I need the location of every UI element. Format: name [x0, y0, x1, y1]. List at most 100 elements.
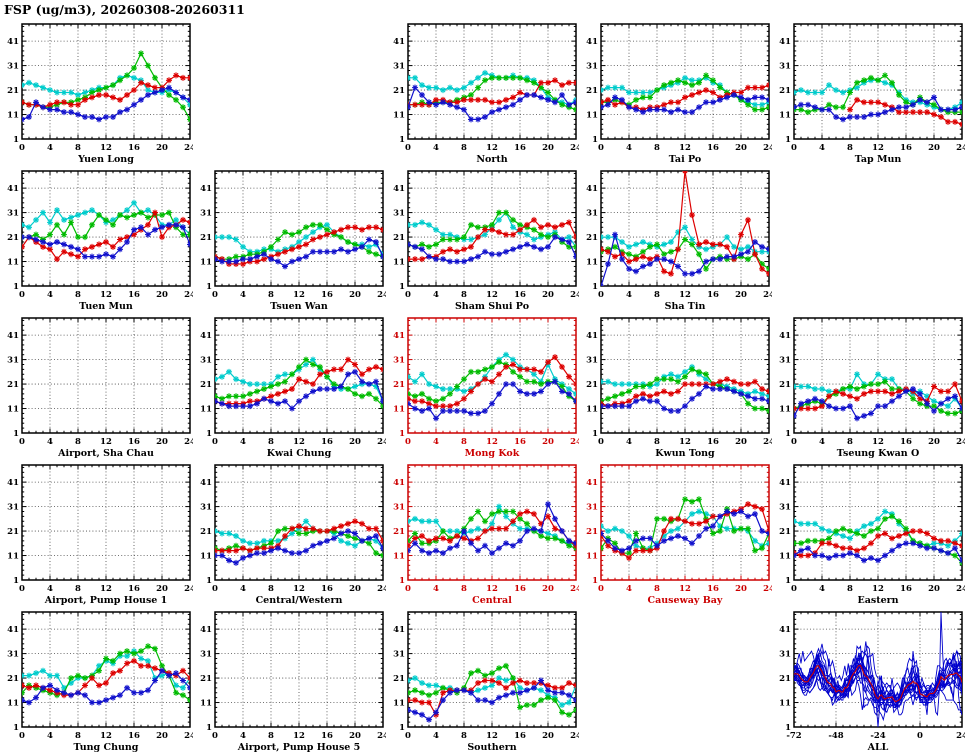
- svg-text:0: 0: [19, 584, 25, 594]
- svg-text:1: 1: [13, 576, 19, 586]
- svg-text:16: 16: [900, 143, 912, 153]
- axis-ticks: [600, 24, 770, 140]
- svg-text:0: 0: [212, 437, 218, 447]
- cell-mong-kok: 0 4 8 12 16 20 24 1 11 21 31 41 Mong Kok: [386, 311, 582, 459]
- svg-text:1: 1: [206, 429, 212, 439]
- cell-all: -72 -48 -24 0 24 1 11 21 31 41 ALL: [772, 605, 965, 753]
- svg-text:8: 8: [461, 290, 467, 300]
- x-axis-labels: 0 4 8 12 16 20 24: [598, 584, 775, 594]
- svg-text:21: 21: [586, 86, 598, 96]
- svg-text:11: 11: [779, 405, 791, 415]
- svg-text:24: 24: [763, 290, 772, 300]
- svg-text:4: 4: [626, 143, 632, 153]
- plot-area: [22, 642, 190, 707]
- axis-ticks: [407, 612, 577, 728]
- svg-text:31: 31: [7, 356, 19, 366]
- svg-text:11: 11: [586, 405, 598, 415]
- svg-text:41: 41: [779, 478, 791, 488]
- svg-text:1: 1: [13, 135, 19, 145]
- svg-text:1: 1: [785, 429, 791, 439]
- chart-label: Southern: [467, 742, 516, 752]
- svg-text:21: 21: [779, 380, 791, 390]
- svg-text:1: 1: [13, 429, 19, 439]
- svg-text:0: 0: [598, 584, 604, 594]
- svg-text:16: 16: [900, 584, 912, 594]
- svg-text:31: 31: [779, 62, 791, 72]
- axis-ticks: [407, 24, 577, 140]
- cell-southern: 0 4 8 12 16 20 24 1 11 21 31 41 Southern: [386, 605, 582, 753]
- svg-text:11: 11: [393, 699, 405, 709]
- svg-text:11: 11: [393, 552, 405, 562]
- cell-tung-chung: 0 4 8 12 16 20 24 1 11 21 31 41 Tung Chung: [0, 605, 196, 753]
- svg-text:4: 4: [240, 437, 246, 447]
- plot-area: [408, 662, 576, 724]
- svg-text:8: 8: [847, 437, 853, 447]
- svg-text:12: 12: [679, 143, 691, 153]
- axis-ticks: [21, 171, 191, 287]
- svg-text:24: 24: [570, 290, 579, 300]
- svg-text:12: 12: [293, 584, 305, 594]
- axis-ticks: [21, 318, 191, 434]
- svg-text:31: 31: [200, 503, 212, 513]
- svg-text:41: 41: [7, 37, 19, 47]
- svg-text:4: 4: [433, 290, 439, 300]
- plot-area: [408, 351, 576, 422]
- svg-text:20: 20: [735, 143, 747, 153]
- svg-text:31: 31: [393, 650, 405, 660]
- svg-text:21: 21: [7, 233, 19, 243]
- svg-text:41: 41: [586, 37, 598, 47]
- svg-text:0: 0: [791, 584, 797, 594]
- svg-text:11: 11: [393, 258, 405, 268]
- svg-text:16: 16: [321, 290, 333, 300]
- x-axis-labels: 0 4 8 12 16 20 24: [19, 584, 196, 594]
- x-axis-labels: 0 4 8 12 16 20 24: [19, 143, 196, 153]
- cell-tap-mun: 0 4 8 12 16 20 24 1 11 21 31 41 Tap Mun: [772, 17, 965, 165]
- svg-text:11: 11: [7, 258, 19, 268]
- svg-text:41: 41: [779, 37, 791, 47]
- svg-text:21: 21: [586, 233, 598, 243]
- plot-area: [215, 221, 383, 270]
- x-axis-labels: 0 4 8 12 16 20 24: [212, 731, 389, 741]
- axis-ticks: [214, 318, 384, 434]
- svg-text:4: 4: [433, 143, 439, 153]
- svg-text:1: 1: [399, 429, 405, 439]
- svg-text:4: 4: [47, 437, 53, 447]
- chart-label: Airport, Pump House 1: [44, 595, 168, 605]
- svg-text:41: 41: [7, 184, 19, 194]
- cell-tai-po: 0 4 8 12 16 20 24 1 11 21 31 41 Tai Po: [579, 17, 775, 165]
- chart-label: ALL: [867, 742, 889, 752]
- x-axis-labels: 0 4 8 12 16 20 24: [19, 731, 196, 741]
- svg-text:4: 4: [626, 290, 632, 300]
- chart-label: Causeway Bay: [648, 595, 723, 605]
- svg-text:8: 8: [75, 584, 81, 594]
- svg-text:12: 12: [679, 437, 691, 447]
- chart-label: Airport, Sha Chau: [57, 448, 154, 458]
- svg-text:20: 20: [349, 584, 361, 594]
- svg-text:31: 31: [200, 209, 212, 219]
- all-mean-line: [794, 664, 962, 703]
- plot-area: [601, 363, 769, 415]
- svg-text:12: 12: [293, 437, 305, 447]
- plot-area: [215, 517, 383, 567]
- gridlines: [215, 612, 383, 727]
- svg-text:11: 11: [393, 405, 405, 415]
- svg-text:12: 12: [293, 290, 305, 300]
- cell-north: 0 4 8 12 16 20 24 1 11 21 31 41 North: [386, 17, 582, 165]
- cell-sham-shui-po: 0 4 8 12 16 20 24 1 11 21 31 41 Sham Shui Po: [386, 164, 582, 312]
- svg-text:31: 31: [200, 650, 212, 660]
- svg-text:21: 21: [7, 674, 19, 684]
- cell-central-western: 0 4 8 12 16 20 24 1 11 21 31 41 Central/Western: [193, 458, 389, 606]
- svg-text:20: 20: [349, 731, 361, 741]
- svg-text:11: 11: [7, 699, 19, 709]
- svg-text:11: 11: [7, 405, 19, 415]
